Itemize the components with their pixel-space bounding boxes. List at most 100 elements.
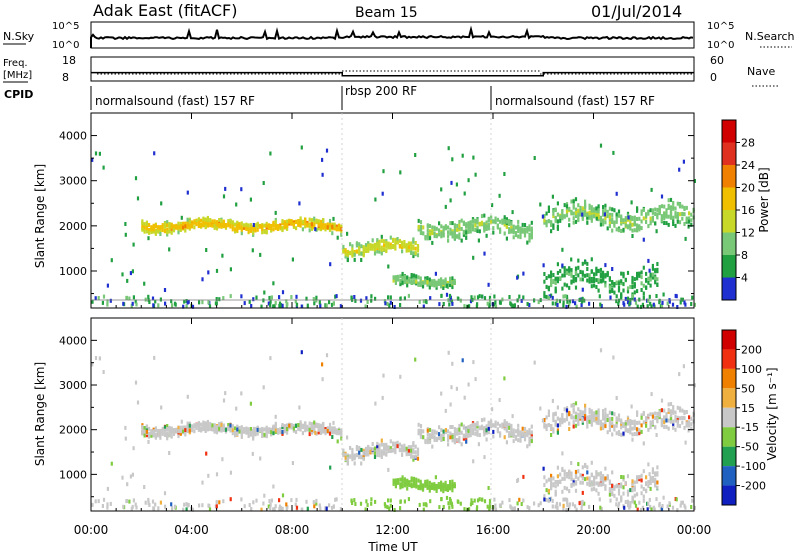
power-echo-cell xyxy=(317,222,320,227)
velocity-echo-cell xyxy=(631,426,634,431)
power-echo-cell xyxy=(641,302,644,307)
x-tick-label: 04:00 xyxy=(174,523,209,537)
power-echo-cell xyxy=(272,227,275,232)
power-colorbar-tick-label: 16 xyxy=(741,204,755,217)
power-echo-cell xyxy=(154,224,157,229)
velocity-echo-cell xyxy=(394,441,397,446)
power-echo-cell xyxy=(561,247,564,252)
freq-tick-8: 8 xyxy=(62,71,69,84)
power-echo-cell xyxy=(617,298,621,303)
power-echo-cell xyxy=(354,298,357,303)
velocity-echo-cell xyxy=(499,503,502,508)
velocity-echo-cell xyxy=(412,443,415,448)
power-echo-cell xyxy=(598,294,601,299)
velocity-echo-cell xyxy=(642,420,645,425)
velocity-echo-cell xyxy=(248,503,251,507)
power-echo-cell xyxy=(211,223,214,228)
velocity-echo-cell xyxy=(461,358,464,363)
velocity-echo-cell xyxy=(304,424,307,429)
velocity-echo-cell xyxy=(126,482,129,487)
velocity-echo-cell xyxy=(595,417,598,421)
power-echo-cell xyxy=(485,227,488,231)
velocity-echo-cell xyxy=(652,505,655,510)
power-echo-cell xyxy=(584,199,587,204)
velocity-echo-cell xyxy=(433,430,436,435)
power-echo-cell xyxy=(274,210,277,215)
power-echo-cell xyxy=(688,219,691,224)
power-echo-cell xyxy=(667,198,670,203)
velocity-echo-cell xyxy=(440,438,443,442)
velocity-echo-cell xyxy=(267,504,270,509)
velocity-echo-cell xyxy=(672,419,675,424)
power-echo-cell xyxy=(193,225,196,230)
velocity-echo-cell xyxy=(403,483,406,488)
power-echo-cell xyxy=(604,208,607,212)
velocity-echo-cell xyxy=(469,428,472,433)
velocity-echo-cell xyxy=(98,356,101,361)
power-echo-cell xyxy=(474,172,477,177)
velocity-echo-cell xyxy=(570,471,573,476)
power-echo-cell xyxy=(494,304,498,309)
power-echo-cell xyxy=(358,250,361,255)
velocity-echo-cell xyxy=(561,476,564,481)
velocity-echo-cell xyxy=(143,429,146,434)
power-echo-cell xyxy=(561,263,564,268)
power-echo-cell xyxy=(450,299,454,304)
velocity-echo-cell xyxy=(684,440,687,445)
velocity-echo-cell xyxy=(101,504,104,508)
velocity-echo-cell xyxy=(523,437,527,442)
velocity-echo-cell xyxy=(184,425,187,430)
power-echo-cell xyxy=(615,294,618,299)
power-echo-cell xyxy=(434,271,437,276)
power-echo-cell xyxy=(447,238,450,243)
power-echo-cell xyxy=(164,301,167,306)
velocity-echo-cell xyxy=(449,483,452,488)
power-echo-cell xyxy=(620,229,623,233)
power-echo-cell xyxy=(267,225,271,230)
velocity-echo-cell xyxy=(608,427,611,432)
power-echo-cell xyxy=(651,263,654,268)
power-echo-cell xyxy=(581,272,584,277)
power-echo-cell xyxy=(609,295,612,300)
velocity-echo-cell xyxy=(615,431,618,436)
velocity-echo-cell xyxy=(510,425,513,430)
power-echo-cell xyxy=(682,159,685,164)
velocity-echo-cell xyxy=(631,499,634,504)
power-echo-cell xyxy=(568,223,571,228)
power-echo-cell xyxy=(491,203,494,208)
velocity-colorbar-tick-label: 50 xyxy=(741,382,755,395)
power-echo-cell xyxy=(611,228,614,233)
velocity-echo-cell xyxy=(545,423,548,428)
velocity-echo-cell xyxy=(102,497,106,502)
power-echo-cell xyxy=(163,288,167,292)
power-echo-cell xyxy=(667,205,670,210)
velocity-echo-cell xyxy=(470,498,473,503)
power-echo-cell xyxy=(669,212,673,217)
velocity-echo-cell xyxy=(419,482,422,487)
velocity-echo-cell xyxy=(319,429,323,434)
power-echo-cell xyxy=(186,300,189,305)
power-echo-cell xyxy=(581,277,584,282)
velocity-echo-cell xyxy=(565,472,569,476)
power-echo-cell xyxy=(247,228,250,232)
power-echo-cell xyxy=(213,221,216,226)
velocity-echo-cell xyxy=(231,428,234,433)
velocity-echo-cell xyxy=(559,472,562,477)
power-echo-cell xyxy=(373,251,377,256)
velocity-echo-cell xyxy=(633,485,636,490)
velocity-echo-cell xyxy=(449,431,452,436)
power-echo-cell xyxy=(382,169,385,174)
velocity-echo-cell xyxy=(590,422,593,427)
power-echo-cell xyxy=(469,221,472,226)
velocity-echo-cell xyxy=(645,481,648,486)
power-echo-cell xyxy=(336,235,339,240)
power-echo-cell xyxy=(240,221,243,226)
power-echo-cell xyxy=(655,294,658,298)
power-echo-cell xyxy=(687,224,690,229)
power-echo-cell xyxy=(599,222,602,227)
velocity-echo-cell xyxy=(97,499,100,504)
power-echo-cell xyxy=(259,252,262,257)
power-echo-cell xyxy=(471,219,475,224)
power-echo-cell xyxy=(478,294,481,299)
velocity-echo-cell xyxy=(646,507,649,512)
